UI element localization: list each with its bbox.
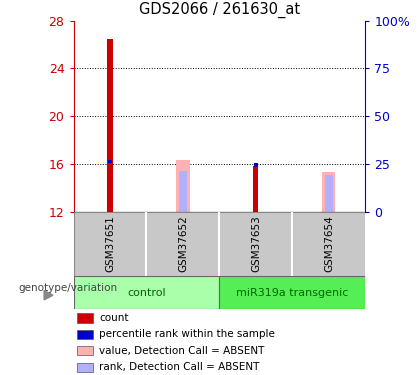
Bar — [77, 346, 92, 355]
Bar — [322, 172, 336, 212]
Text: miR319a transgenic: miR319a transgenic — [236, 288, 349, 297]
Bar — [220, 212, 292, 276]
Text: value, Detection Call = ABSENT: value, Detection Call = ABSENT — [100, 346, 265, 356]
Text: rank, Detection Call = ABSENT: rank, Detection Call = ABSENT — [100, 362, 260, 372]
Bar — [179, 171, 186, 212]
Text: GSM37651: GSM37651 — [105, 215, 115, 272]
Bar — [176, 160, 189, 212]
Bar — [326, 175, 333, 212]
Text: genotype/variation: genotype/variation — [18, 284, 118, 294]
Bar — [108, 39, 113, 212]
Bar — [77, 363, 92, 372]
Bar — [108, 160, 112, 164]
Text: GSM37653: GSM37653 — [251, 215, 261, 272]
Bar — [253, 166, 258, 212]
Polygon shape — [44, 291, 53, 300]
Title: GDS2066 / 261630_at: GDS2066 / 261630_at — [139, 2, 300, 18]
Bar — [254, 164, 258, 167]
Text: count: count — [100, 313, 129, 323]
Text: percentile rank within the sample: percentile rank within the sample — [100, 329, 276, 339]
Bar — [147, 212, 220, 276]
Bar — [74, 212, 147, 276]
Bar — [292, 212, 365, 276]
Text: GSM37652: GSM37652 — [178, 215, 188, 272]
Text: control: control — [127, 288, 166, 297]
Text: GSM37654: GSM37654 — [324, 215, 334, 272]
Bar — [74, 276, 220, 309]
Bar — [77, 314, 92, 322]
Bar — [77, 330, 92, 339]
Bar — [220, 276, 365, 309]
